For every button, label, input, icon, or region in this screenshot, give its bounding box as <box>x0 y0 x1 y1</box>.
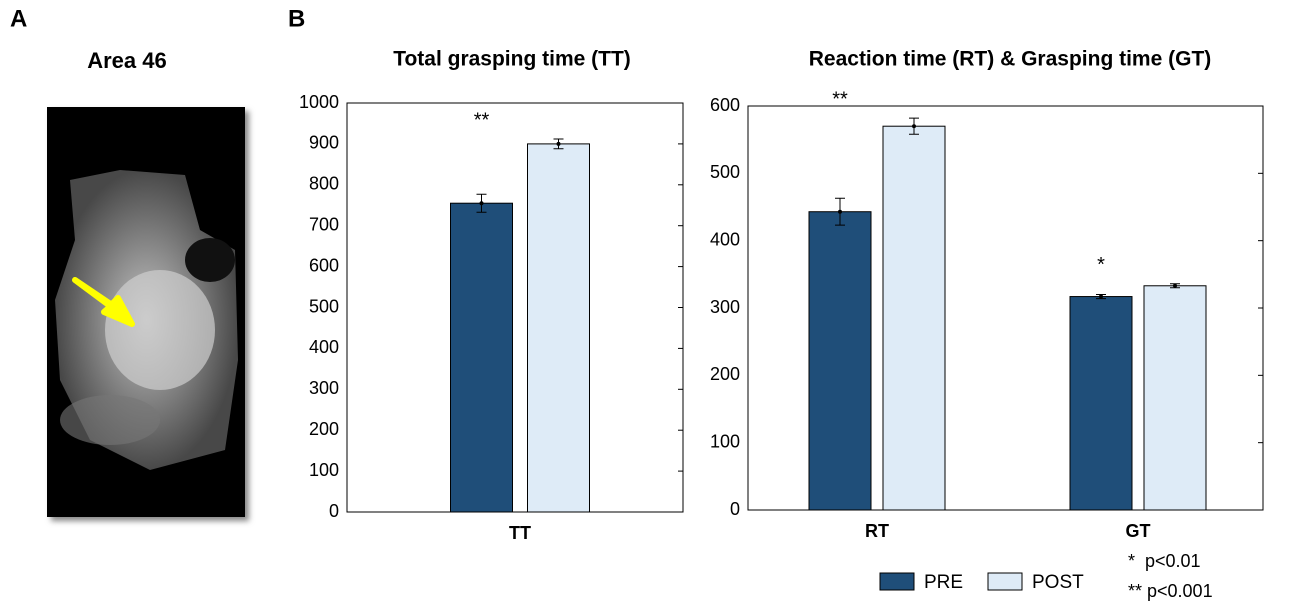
y-tick-label: 100 <box>309 460 339 480</box>
bar <box>1143 285 1207 511</box>
y-tick-label: 100 <box>710 431 740 451</box>
mean-dot <box>556 141 561 146</box>
y-tick-label: 200 <box>710 364 740 384</box>
x-tick-label: TT <box>509 523 531 543</box>
x-tick-label: RT <box>865 521 889 541</box>
legend-label: POST <box>1032 572 1084 593</box>
legend-swatch <box>879 572 915 591</box>
significance-note: * p<0.01 <box>1128 551 1201 571</box>
y-tick-label: 400 <box>309 337 339 357</box>
y-tick-label: 600 <box>710 95 740 115</box>
bar <box>1069 296 1133 511</box>
bar <box>808 211 872 511</box>
panel-label: A <box>10 5 27 32</box>
y-tick-label: 300 <box>710 297 740 317</box>
y-tick-label: 700 <box>309 214 339 234</box>
y-tick-label: 900 <box>309 133 339 153</box>
bar <box>882 125 946 511</box>
bar <box>527 143 590 513</box>
significance: ** <box>474 109 490 131</box>
chart-title: Reaction time (RT) & Grasping time (GT) <box>809 48 1212 71</box>
x-tick-label: GT <box>1126 521 1151 541</box>
brain-image <box>47 107 245 517</box>
mean-dot <box>838 209 842 214</box>
mean-dot <box>1173 283 1177 288</box>
mean-dot <box>479 201 484 206</box>
legend-label: PRE <box>924 572 963 593</box>
image-title: Area 46 <box>87 48 167 73</box>
significance: ** <box>832 88 848 110</box>
y-tick-label: 600 <box>309 255 339 275</box>
significance-note: ** p<0.001 <box>1128 581 1213 601</box>
y-tick-label: 1000 <box>299 92 339 112</box>
bar <box>450 202 513 513</box>
plot-frame <box>346 102 684 513</box>
y-tick-label: 300 <box>309 378 339 398</box>
y-tick-label: 500 <box>710 162 740 182</box>
y-tick-label: 0 <box>329 501 339 521</box>
mean-dot <box>1099 294 1103 299</box>
mean-dot <box>912 124 916 129</box>
panel-label: B <box>288 5 305 32</box>
y-tick-label: 0 <box>730 499 740 519</box>
y-tick-label: 500 <box>309 296 339 316</box>
chart-title: Total grasping time (TT) <box>393 48 631 71</box>
significance: * <box>1097 254 1105 276</box>
y-tick-label: 400 <box>710 229 740 249</box>
y-tick-label: 200 <box>309 419 339 439</box>
y-tick-label: 800 <box>309 174 339 194</box>
legend-swatch <box>987 572 1023 591</box>
